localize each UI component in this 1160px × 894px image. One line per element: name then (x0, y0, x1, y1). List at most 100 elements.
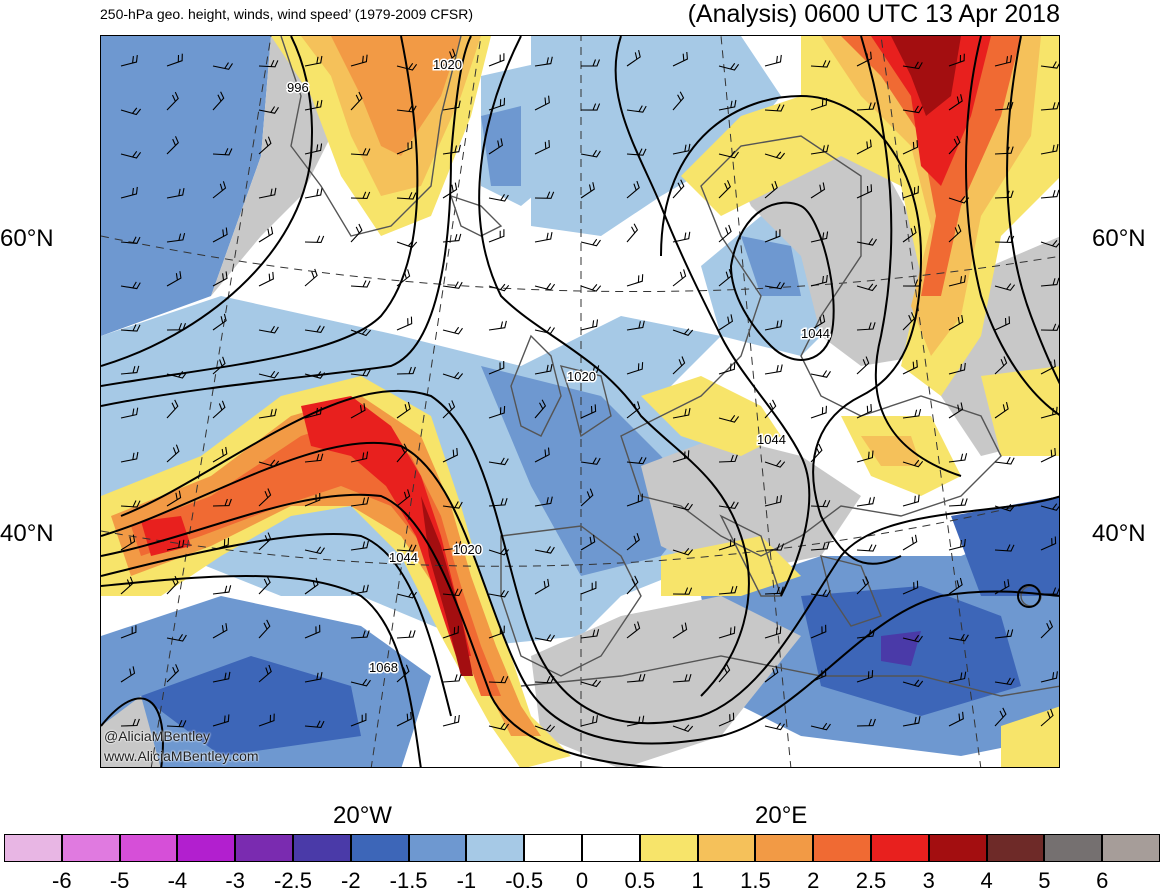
wind-barb (994, 316, 1011, 331)
wind-barb (994, 707, 1007, 727)
wind-barb (1040, 277, 1059, 287)
wind-barb (948, 402, 964, 419)
wind-barb (166, 719, 187, 728)
wind-barb (902, 61, 923, 70)
wind-barb (994, 283, 1016, 291)
wind-barb (120, 576, 134, 595)
wind-barb (304, 720, 325, 728)
wind-barb (580, 629, 600, 639)
wind-barb (994, 629, 1014, 639)
wind-barb (902, 408, 922, 419)
wind-barb (764, 626, 782, 639)
coastlines (280, 36, 1059, 697)
wind-barb (350, 403, 366, 419)
colorbar-tick-label: 1 (691, 868, 704, 893)
colorbar-swatch (292, 834, 351, 862)
wind-barbs (120, 48, 1059, 733)
wind-barb (810, 274, 828, 287)
contour-label: 1044 (801, 326, 830, 341)
wind-barb (1040, 359, 1056, 375)
wind-barb (212, 714, 230, 727)
wind-barb (442, 501, 463, 509)
contour-label: 1044 (757, 432, 786, 447)
wind-barb (304, 187, 323, 199)
wind-barb (856, 404, 872, 419)
wind-barb (258, 325, 279, 334)
wind-barb (764, 399, 777, 419)
wind-barb (810, 499, 831, 508)
wind-barb (810, 405, 827, 419)
wind-barb (718, 414, 740, 423)
wind-barb (212, 181, 227, 199)
colorbar-tick-label: 6 (1096, 868, 1109, 893)
wind-barb (534, 56, 553, 67)
wind-barb (1040, 189, 1059, 199)
wind-barb (396, 62, 418, 71)
wind-barb (948, 671, 967, 683)
wind-barb (258, 459, 280, 468)
wind-barb (626, 401, 641, 419)
wind-barb (442, 326, 463, 335)
wind-barb (442, 588, 463, 597)
wind-barb (902, 225, 917, 243)
wind-barb (350, 584, 369, 595)
wind-barb (212, 671, 231, 683)
wind-barb (856, 450, 874, 463)
wind-barb (396, 192, 417, 200)
lon-label-20w: 20°W (333, 802, 392, 829)
wind-barb (580, 457, 601, 465)
wind-barb (488, 283, 510, 292)
wind-barb (580, 404, 597, 419)
colorbar-swatch (928, 834, 987, 862)
wind-barb (994, 579, 1010, 595)
wind-barb (810, 182, 826, 199)
lat-label-left-40n: 40°N (0, 520, 54, 547)
lat-label-left-60n: 60°N (0, 225, 54, 252)
wind-barb (442, 674, 462, 683)
wind-barb (948, 711, 964, 727)
wind-barb (718, 150, 739, 159)
colorbar-swatch (119, 834, 178, 862)
wind-barb (626, 456, 647, 465)
wind-barb (258, 532, 272, 551)
wind-barb (488, 722, 510, 731)
wind-barb (626, 223, 639, 243)
wind-barb (212, 62, 233, 70)
wind-barb (120, 407, 139, 419)
wind-barb (856, 102, 876, 111)
wind-barb (166, 53, 183, 67)
wind-barb (902, 580, 919, 595)
wind-barb (902, 679, 924, 688)
wind-barb (672, 143, 691, 155)
wind-barb (534, 140, 550, 155)
wind-barb (948, 135, 961, 155)
wind-barb (1040, 406, 1058, 419)
wind-barb (396, 140, 413, 155)
wind-barb (580, 103, 601, 111)
wind-barb (166, 136, 179, 155)
wind-barb (856, 576, 870, 595)
wind-barb (994, 55, 1012, 67)
wind-barb (258, 226, 274, 243)
colorbar-tick-label: -2.5 (274, 868, 312, 893)
wind-barb (120, 107, 142, 116)
wind-barb (580, 149, 601, 158)
wind-barb (672, 622, 688, 639)
wind-barb (350, 451, 369, 463)
wind-barb (672, 328, 694, 336)
wind-barb (580, 319, 599, 331)
wind-barb (258, 713, 275, 727)
height-contours (101, 36, 1059, 767)
wind-barb (948, 577, 963, 595)
wind-barb (304, 492, 321, 507)
wind-barb (120, 500, 141, 508)
wind-barb (304, 453, 324, 463)
wind-barb (212, 356, 226, 375)
wind-barb (166, 370, 188, 379)
wind-barb (948, 196, 970, 204)
wind-barb (166, 444, 180, 463)
wind-barb (994, 677, 1015, 686)
contour-label: 1020 (453, 542, 482, 557)
wind-barb (948, 53, 965, 67)
wind-barb (120, 186, 138, 199)
